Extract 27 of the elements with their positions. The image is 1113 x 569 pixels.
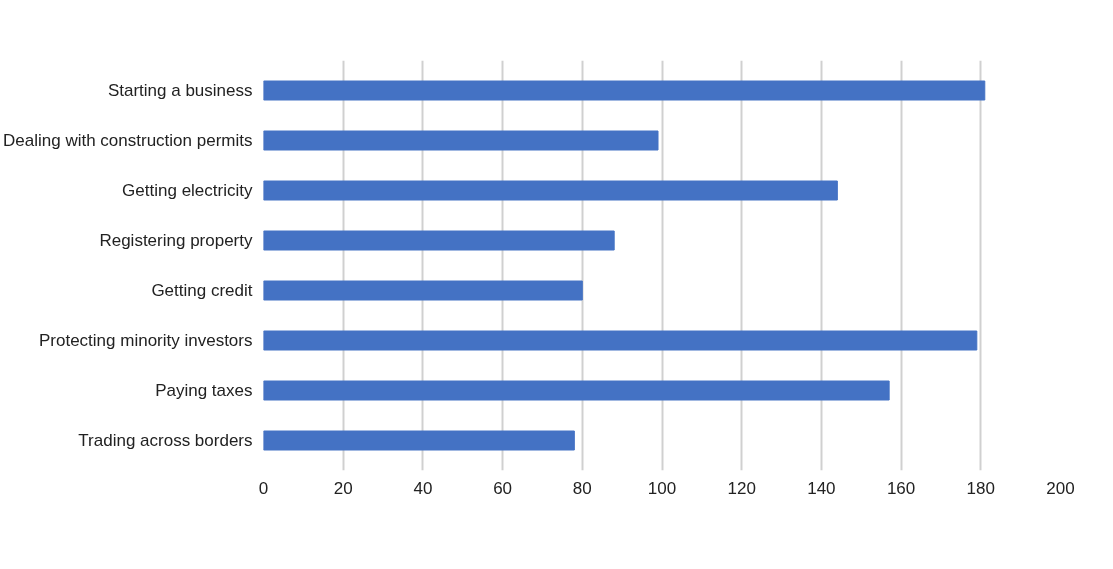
x-tick-label: 120: [727, 478, 756, 498]
y-tick-label: Protecting minority investors: [38, 331, 253, 350]
x-tick-label: 100: [647, 478, 677, 498]
y-tick-label: Getting electricity: [122, 181, 253, 200]
y-tick-label: Starting a business: [107, 81, 253, 100]
bar: [263, 180, 838, 201]
x-tick-label: 200: [1046, 478, 1075, 498]
bar: [263, 230, 615, 251]
x-tick-label: 140: [807, 478, 836, 498]
bar: [263, 80, 986, 101]
x-tick-label: 180: [966, 478, 995, 498]
x-tick-label: 0: [258, 478, 269, 498]
bar: [263, 330, 978, 351]
x-tick-label: 160: [886, 478, 916, 498]
y-tick-label: Trading across borders: [78, 431, 253, 450]
y-tick-label: Paying taxes: [155, 381, 253, 400]
bar: [263, 280, 583, 301]
x-tick-label: 40: [413, 478, 433, 498]
x-tick-label: 60: [493, 478, 513, 498]
bar: [263, 380, 890, 401]
y-tick-label: Dealing with construction permits: [3, 131, 253, 150]
bar: [263, 430, 575, 451]
x-tick-label: 20: [333, 478, 353, 498]
bar: [263, 130, 659, 151]
x-tick-label: 80: [572, 478, 592, 498]
y-tick-label: Registering property: [99, 231, 253, 250]
y-tick-label: Getting credit: [151, 281, 253, 300]
